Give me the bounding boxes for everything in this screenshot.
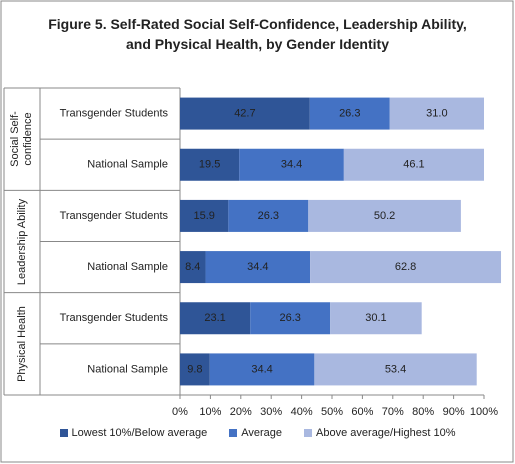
group-label: Social Self-confidence xyxy=(9,111,35,167)
bar-segment xyxy=(180,148,240,181)
bar-segment xyxy=(180,353,210,386)
value-label: 62.8 xyxy=(395,261,416,273)
bar-segment xyxy=(205,251,311,284)
bar-segment xyxy=(314,353,477,386)
bar-segment xyxy=(309,97,390,130)
x-tick-label: 60% xyxy=(351,406,373,418)
bar-segment xyxy=(180,97,310,130)
bar-segment xyxy=(228,199,309,232)
chart-title: Figure 5. Self-Rated Social Self-Confide… xyxy=(48,16,467,52)
legend-label: Above average/Highest 10% xyxy=(316,427,456,439)
legend-label: Average xyxy=(241,427,283,439)
bar-segment xyxy=(250,302,331,335)
legend-swatch xyxy=(59,429,68,437)
value-label: 42.7 xyxy=(234,107,255,119)
group-label: Leadership Ability xyxy=(15,198,28,285)
x-tick-label: 70% xyxy=(382,406,404,418)
value-label: 19.5 xyxy=(199,159,220,171)
y-tick-label: National Sample xyxy=(87,159,168,171)
value-label: 34.4 xyxy=(251,363,272,375)
x-tick-label: 50% xyxy=(321,406,343,418)
bar-segment xyxy=(330,302,422,335)
value-label: 34.4 xyxy=(281,159,302,171)
legend-label: Lowest 10%/Below average xyxy=(71,427,208,439)
legend-item: Lowest 10%/Below average xyxy=(59,427,208,439)
legend-swatch xyxy=(229,429,238,437)
value-label: 31.0 xyxy=(426,107,447,119)
value-label: 15.9 xyxy=(193,210,214,222)
value-label: 26.3 xyxy=(279,312,300,324)
bar-segment xyxy=(180,302,251,335)
legend: Lowest 10%/Below average Average Above ave… xyxy=(0,427,515,439)
value-label: 8.4 xyxy=(185,261,200,273)
x-tick-label: 90% xyxy=(443,406,465,418)
x-tick-label: 10% xyxy=(199,406,221,418)
bar-segment xyxy=(389,97,484,130)
legend-item: Average xyxy=(229,427,282,439)
value-label: 50.2 xyxy=(374,210,395,222)
x-tick-label: 30% xyxy=(260,406,282,418)
x-tick-label: 40% xyxy=(291,406,313,418)
value-label: 30.1 xyxy=(365,312,386,324)
y-tick-label: Transgender Students xyxy=(60,107,169,119)
value-label: 26.3 xyxy=(339,107,360,119)
x-tick-label: 100% xyxy=(470,406,498,418)
value-label: 26.3 xyxy=(258,210,279,222)
group-label: Physical Health xyxy=(15,305,28,382)
bar-segment xyxy=(239,148,344,181)
value-label: 34.4 xyxy=(247,261,268,273)
value-label: 23.1 xyxy=(204,312,225,324)
bar-segment xyxy=(209,353,315,386)
y-tick-label: National Sample xyxy=(87,261,168,273)
value-label: 53.4 xyxy=(385,363,406,375)
bar-segment xyxy=(180,199,229,232)
value-label: 46.1 xyxy=(403,159,424,171)
value-label: 9.8 xyxy=(187,363,202,375)
x-tick-label: 0% xyxy=(172,406,188,418)
bar-segment xyxy=(310,251,502,284)
legend-swatch xyxy=(304,429,313,437)
y-tick-label: Transgender Students xyxy=(60,210,169,222)
y-tick-label: National Sample xyxy=(87,363,168,375)
bar-segment xyxy=(343,148,484,181)
bar-segment xyxy=(180,251,206,284)
y-tick-label: Transgender Students xyxy=(60,312,169,324)
bar-segment xyxy=(308,199,461,232)
x-tick-label: 20% xyxy=(230,406,252,418)
legend-item: Above average/Highest 10% xyxy=(304,427,455,439)
x-tick-label: 80% xyxy=(412,406,434,418)
